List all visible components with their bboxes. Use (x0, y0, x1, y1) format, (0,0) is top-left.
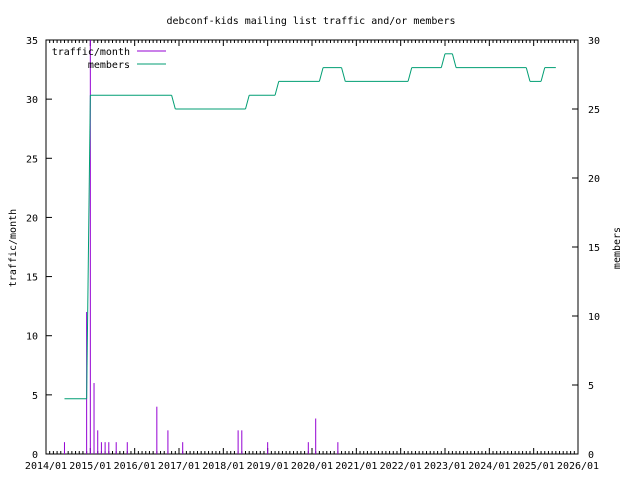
y2-tick-label: 0 (588, 450, 594, 461)
members-line-segment (86, 95, 91, 399)
legend-label: traffic/month (52, 47, 130, 58)
x-axis-ticks: 2014/01 2015/01 2016/01 2017/01 2018/01 2019/… (25, 40, 599, 472)
legend: traffic/month members (52, 47, 166, 71)
x-tick-label: 2015/01 (69, 461, 111, 472)
x-tick-label: 2020/01 (291, 461, 333, 472)
x-tick-label: 2019/01 (247, 461, 289, 472)
y2-tick-label: 15 (588, 243, 600, 254)
traffic-series (63, 40, 339, 454)
members-line-segment (407, 67, 413, 82)
x-tick-label: 2018/01 (202, 461, 244, 472)
x-tick-label: 2023/01 (424, 461, 466, 472)
y-tick-label: 5 (32, 391, 38, 402)
x-tick-label: 2025/01 (513, 461, 555, 472)
y2-tick-label: 20 (588, 174, 600, 185)
y2-tick-label: 25 (588, 105, 600, 116)
y-tick-label: 0 (32, 450, 38, 461)
y-tick-label: 25 (26, 154, 38, 165)
y-tick-label: 35 (26, 36, 38, 47)
plot-border (45, 39, 579, 455)
y2-axis-label: members (612, 227, 623, 269)
members-line-segment (451, 53, 457, 68)
y-tick-label: 10 (26, 332, 38, 343)
members-series (64, 53, 556, 400)
y-tick-label: 20 (26, 213, 38, 224)
members-line-segment (274, 81, 280, 96)
members-line-segment (318, 67, 324, 82)
members-line-segment (341, 67, 346, 82)
x-tick-label: 2016/01 (114, 461, 156, 472)
x-tick-label: 2017/01 (158, 461, 200, 472)
chart-title: debconf-kids mailing list traffic and/or… (167, 16, 456, 27)
y-tick-label: 15 (26, 273, 38, 284)
y2-tick-label: 5 (588, 381, 594, 392)
members-line-segment (171, 95, 176, 110)
members-line-segment (245, 95, 250, 110)
x-tick-label: 2014/01 (25, 461, 67, 472)
x-tick-label: 2024/01 (468, 461, 510, 472)
y2-tick-label: 30 (588, 36, 600, 47)
members-line-segment (540, 67, 546, 82)
y2-axis-ticks: 0 5 10 15 20 25 30 (572, 36, 600, 461)
y-axis-ticks: 0 5 10 15 20 25 30 35 (26, 36, 52, 461)
members-line-segment (525, 67, 531, 82)
legend-label: members (88, 60, 130, 71)
x-tick-label: 2021/01 (335, 461, 377, 472)
y-axis-label: traffic/month (8, 209, 19, 287)
y-tick-label: 30 (26, 95, 38, 106)
members-line-segment (440, 53, 446, 68)
x-tick-label: 2026/01 (557, 461, 599, 472)
y2-tick-label: 10 (588, 312, 600, 323)
x-tick-label: 2022/01 (380, 461, 422, 472)
plot-frame (45, 39, 579, 455)
